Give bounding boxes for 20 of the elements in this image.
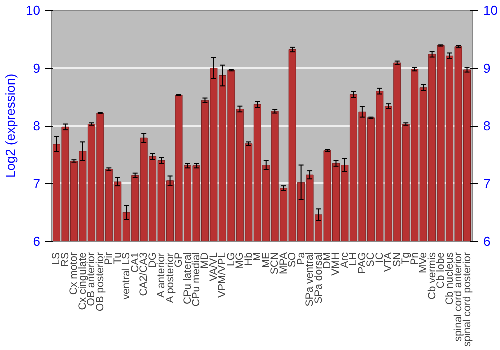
x-tick-label: MVe — [418, 252, 430, 274]
x-tick-label: spinal cord posterior — [461, 252, 474, 348]
y-tick-label: 6 — [33, 234, 41, 249]
x-tick-label: RS — [59, 252, 72, 268]
y-axis-title: Log2 (expression) — [3, 74, 18, 178]
y2-tick-label: 9 — [484, 60, 491, 76]
x-tick-label: A posterior — [164, 252, 176, 304]
x-tick-label: Arc — [338, 252, 351, 268]
y2-tick-label: 6 — [484, 234, 491, 249]
y-tick-label: 7 — [33, 176, 41, 192]
x-tick-label: DG — [146, 252, 159, 268]
y2-tick-label: 10 — [484, 3, 498, 18]
y-tick-label: 10 — [26, 3, 41, 18]
y-tick-label: 9 — [33, 60, 41, 76]
x-tick-label: IC — [374, 252, 386, 263]
y-tick-label: 8 — [33, 118, 41, 134]
x-tick-label: OB posterior — [94, 252, 106, 312]
y2-tick-label: 8 — [484, 118, 491, 134]
y2-tick-label: 7 — [484, 176, 491, 192]
x-tick-label: Cb lobe — [435, 252, 448, 289]
